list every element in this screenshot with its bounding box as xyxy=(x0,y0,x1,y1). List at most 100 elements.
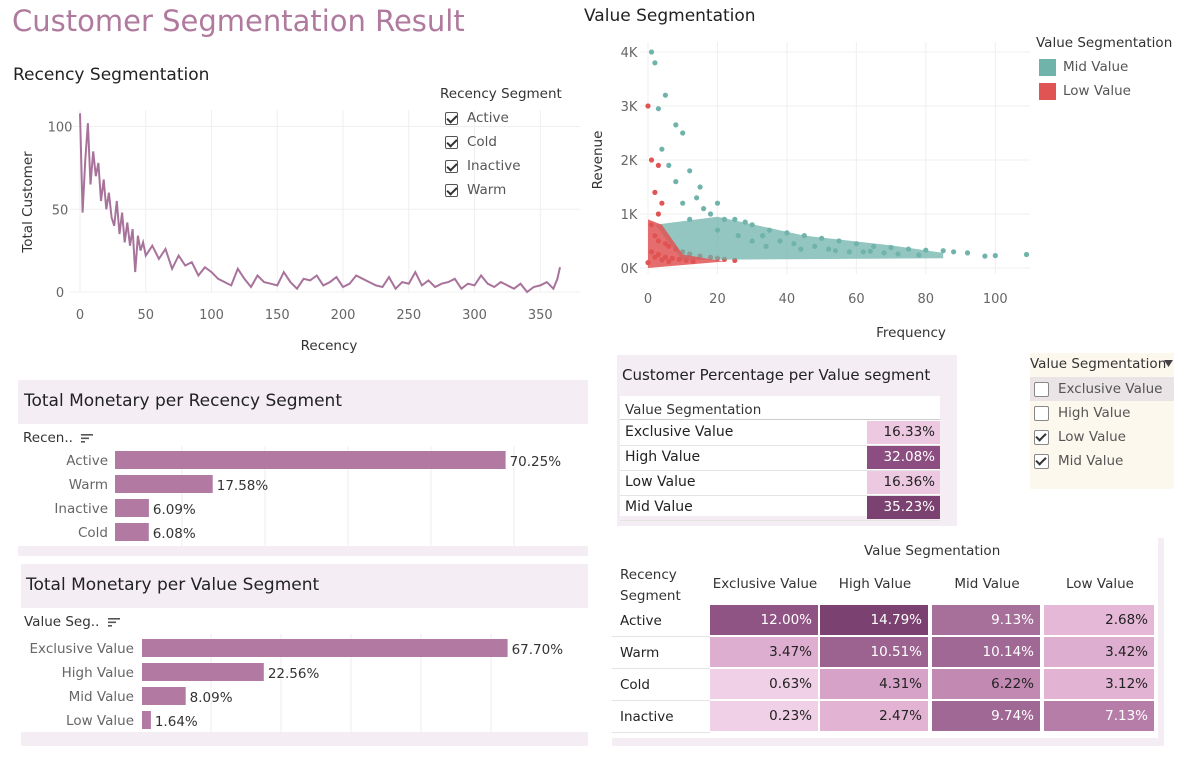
heatmap-cell: 7.13% xyxy=(1044,701,1154,731)
monetary-recency-title: Total Monetary per Recency Segment xyxy=(24,391,342,411)
heatmap-row-title-line2: Segment xyxy=(620,588,681,604)
checkbox-icon[interactable] xyxy=(445,183,458,197)
heatmap-col-header: Exclusive Value xyxy=(712,576,818,592)
bar-value-label: 22.56% xyxy=(268,666,320,682)
filter-item[interactable]: High Value xyxy=(1030,401,1174,425)
mid-value-point xyxy=(982,253,988,259)
checkbox-icon[interactable] xyxy=(1034,405,1049,421)
mid-value-point xyxy=(673,122,679,128)
y-tick-label: 1K xyxy=(621,208,638,223)
heatmap-cell: 6.22% xyxy=(932,669,1040,699)
monetary-value-panel: Total Monetary per Value Segment Value S… xyxy=(21,564,588,746)
filter-item[interactable]: Exclusive Value xyxy=(1030,377,1174,401)
heatmap-cell: 9.13% xyxy=(932,605,1040,635)
mid-value-point xyxy=(1023,251,1030,258)
pct-row-label: Exclusive Value xyxy=(625,424,734,440)
pct-table-row: Mid Value 35.23% xyxy=(620,496,940,521)
checkbox-icon[interactable] xyxy=(1034,429,1049,445)
x-tick-label: 250 xyxy=(396,308,421,323)
low-value-cluster xyxy=(648,219,725,268)
mid-value-cluster xyxy=(654,216,944,260)
recency-chart-title: Recency Segmentation xyxy=(13,65,210,85)
value-legend-item[interactable]: Low Value xyxy=(1039,79,1172,103)
monetary-value-dim[interactable]: Value Seg.. xyxy=(24,614,120,630)
value-legend-item[interactable]: Mid Value xyxy=(1039,55,1172,79)
mid-value-point xyxy=(687,168,693,174)
mid-value-point xyxy=(694,195,700,201)
recency-legend-item[interactable]: Cold xyxy=(445,130,562,154)
x-tick-label: 150 xyxy=(265,308,290,323)
pct-row-value: 35.23% xyxy=(867,496,940,519)
x-axis-label: Frequency xyxy=(876,325,946,341)
checkbox-icon[interactable] xyxy=(1034,453,1049,469)
x-tick-label: 200 xyxy=(331,308,356,323)
y-axis-label: Total Customer xyxy=(20,151,36,254)
low-value-point xyxy=(652,189,658,195)
bar[interactable] xyxy=(142,711,151,729)
filter-item-label: High Value xyxy=(1058,405,1131,421)
monetary-value-dim-label: Value Seg.. xyxy=(24,614,100,630)
pct-table-row: Low Value 16.36% xyxy=(620,471,940,496)
y-tick-label: 0K xyxy=(621,262,638,277)
x-tick-label: 350 xyxy=(528,308,553,323)
checkbox-icon[interactable] xyxy=(445,159,458,173)
mid-value-point xyxy=(673,179,679,185)
recency-line-chart: 0 50 100 150 200 250 300 350 0 50 100 Recency Total … xyxy=(20,110,580,354)
bar[interactable] xyxy=(115,499,149,517)
checkbox-icon[interactable] xyxy=(445,111,458,125)
mid-value-point xyxy=(964,250,971,256)
recency-legend-label: Warm xyxy=(467,182,507,198)
value-chart-title: Value Segmentation xyxy=(584,6,756,26)
bar[interactable] xyxy=(115,451,506,469)
sort-icon[interactable] xyxy=(107,617,120,627)
bar-value-label: 67.70% xyxy=(512,642,564,658)
bar-category-label: High Value xyxy=(62,665,134,681)
x-tick-label: 20 xyxy=(709,292,726,307)
heatmap-cell: 4.31% xyxy=(820,669,928,699)
monetary-recency-bars: Active 70.25% Warm 17.58% Inactive 6.09% Cold 6… xyxy=(54,446,561,546)
value-legend-label: Mid Value xyxy=(1063,59,1129,75)
bar-category-label: Exclusive Value xyxy=(30,641,134,657)
mid-value-point xyxy=(701,206,707,212)
bar[interactable] xyxy=(115,475,213,493)
bar-category-label: Inactive xyxy=(54,501,108,517)
pct-table-header: Value Segmentation xyxy=(625,402,762,418)
bar[interactable] xyxy=(142,663,264,681)
heatmap-cell: 0.63% xyxy=(710,669,818,699)
bar[interactable] xyxy=(115,523,149,541)
mid-value-point xyxy=(714,200,721,206)
value-legend: Value Segmentation Mid Value Low Value xyxy=(1036,35,1172,103)
mid-value-point xyxy=(940,248,946,254)
low-value-point xyxy=(659,200,665,206)
mid-value-point xyxy=(680,130,686,136)
filter-item[interactable]: Low Value xyxy=(1030,425,1174,449)
checkbox-icon[interactable] xyxy=(1034,381,1049,397)
y-axis-label: Revenue xyxy=(590,131,606,190)
y-tick-label: 4K xyxy=(621,46,638,61)
bar[interactable] xyxy=(142,639,508,657)
sort-icon[interactable] xyxy=(81,433,94,443)
recency-legend-label: Cold xyxy=(467,134,498,150)
checkbox-icon[interactable] xyxy=(445,135,458,149)
chevron-down-icon[interactable] xyxy=(1164,360,1173,367)
recency-legend-item[interactable]: Warm xyxy=(445,178,562,202)
recency-series-line xyxy=(79,113,561,294)
recency-legend-item[interactable]: Inactive xyxy=(445,154,562,178)
pct-row-value: 16.36% xyxy=(867,471,940,494)
monetary-recency-dim[interactable]: Recen.. xyxy=(23,430,94,446)
pct-table-panel: Customer Percentage per Value segment Va… xyxy=(617,355,957,526)
mid-value-point xyxy=(707,211,714,217)
y-tick-label: 0 xyxy=(56,286,64,301)
bar[interactable] xyxy=(142,687,186,705)
filter-item[interactable]: Mid Value xyxy=(1030,449,1174,473)
pct-row-label: Mid Value xyxy=(625,499,693,515)
heatmap-col-header: Low Value xyxy=(1066,576,1134,592)
heatmap-cell: 12.00% xyxy=(710,605,818,635)
bar-category-label: Cold xyxy=(78,525,108,541)
recency-legend-item[interactable]: Active xyxy=(445,106,562,130)
x-tick-label: 100 xyxy=(199,308,224,323)
value-legend-title: Value Segmentation xyxy=(1036,35,1173,51)
y-tick-label: 2K xyxy=(621,154,638,169)
heatmap-col-title: Value Segmentation xyxy=(864,543,1001,559)
filter-item-label: Low Value xyxy=(1058,429,1126,445)
